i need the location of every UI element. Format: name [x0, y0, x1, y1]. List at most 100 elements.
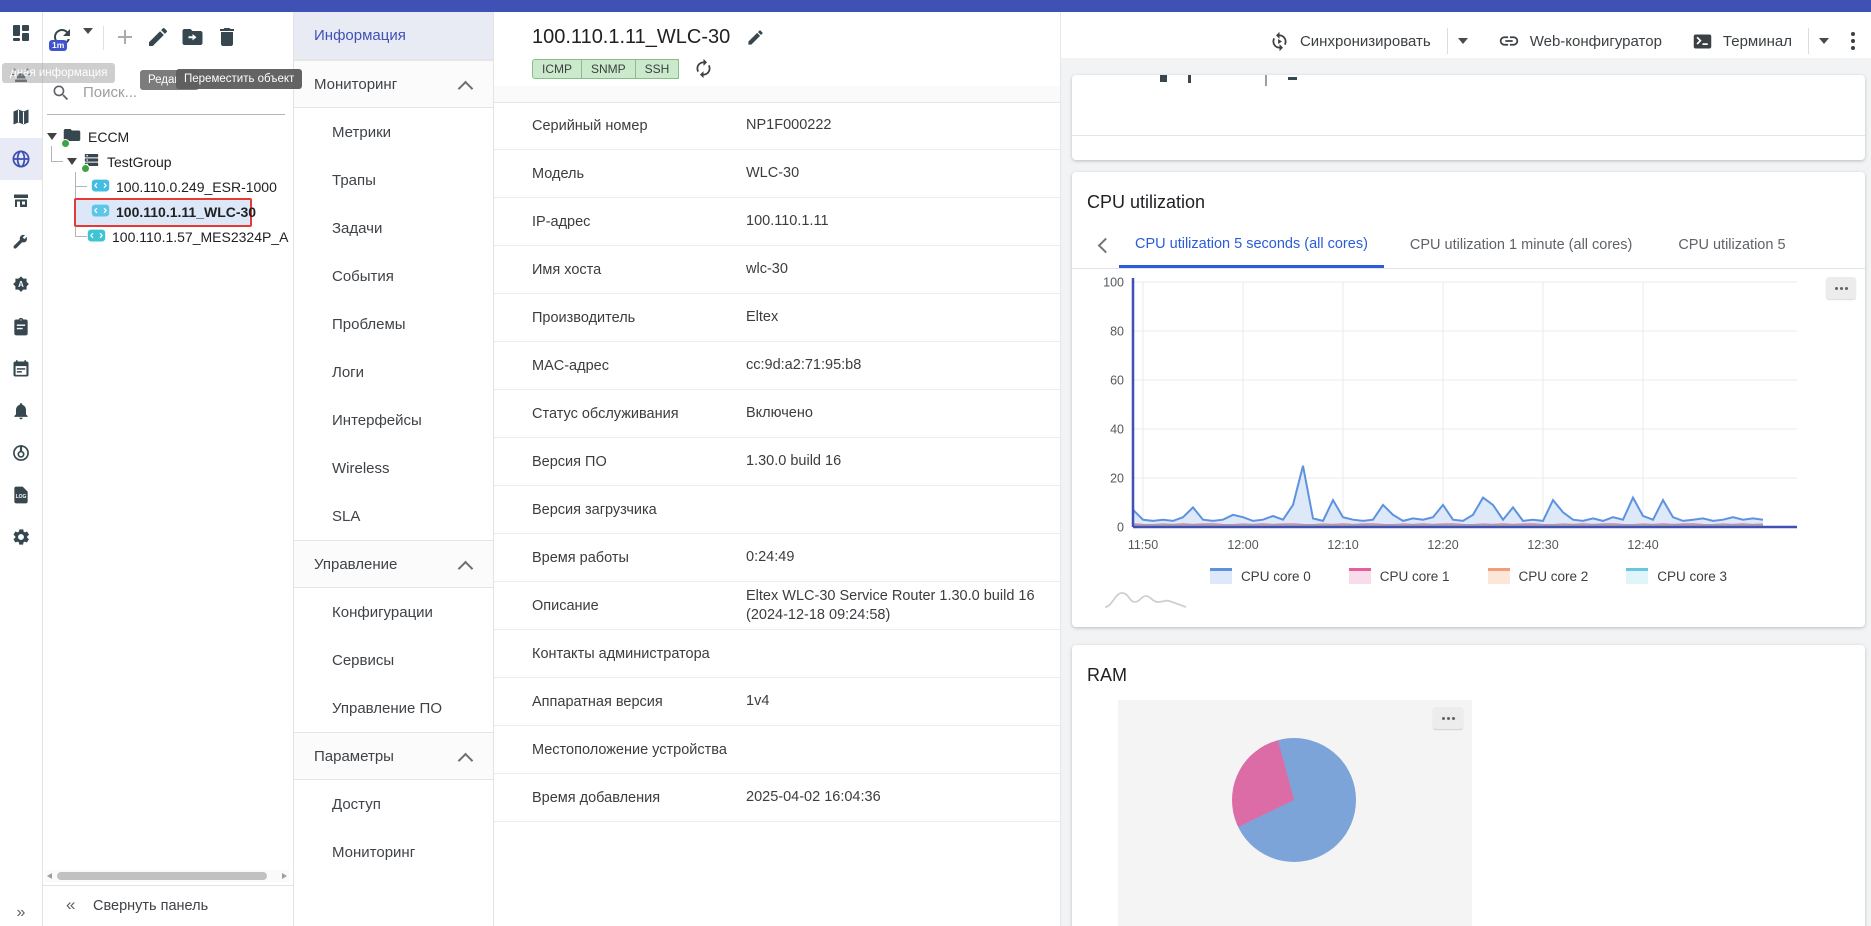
nav-item-информация[interactable]: Информация — [294, 12, 493, 60]
dashboard-icon — [11, 23, 31, 43]
sidebar-item-auto-mode[interactable]: A — [0, 264, 42, 306]
nav-item-параметры[interactable]: Параметры — [294, 732, 493, 780]
tree-node-wlc30-selected[interactable]: 100.110.1.11_WLC-30 — [43, 199, 293, 224]
sidebar-item-notifications[interactable] — [0, 390, 42, 432]
info-row-label: Время работы — [532, 549, 629, 566]
monitoring-scroll-area[interactable]: CPU utilization CPU utilization 5 second… — [1061, 58, 1871, 926]
scroll-right-arrow[interactable] — [282, 873, 287, 879]
move-object-button[interactable] — [180, 25, 205, 54]
svg-text:12:40: 12:40 — [1627, 538, 1658, 552]
collapse-panel-chevrons[interactable]: « — [66, 895, 76, 914]
tree-node-label: 100.110.1.57_MES2324P_A — [112, 228, 289, 245]
nav-item-мониторинг[interactable]: Мониторинг — [294, 60, 493, 108]
web-configurator-label: Web-конфигуратор — [1529, 32, 1662, 50]
legend-item-cpu-core-0[interactable]: CPU core 0 — [1209, 568, 1311, 584]
nav-item-задачи[interactable]: Задачи — [294, 204, 493, 252]
info-row: MAC-адрес cc:9d:a2:71:95:b8 — [494, 342, 1060, 390]
delete-object-button[interactable] — [215, 25, 239, 54]
nav-item-sla[interactable]: SLA — [294, 492, 493, 540]
sidebar-item-calendar[interactable] — [0, 348, 42, 390]
nav-item-интерфейсы[interactable]: Интерфейсы — [294, 396, 493, 444]
tab-cpu-1m[interactable]: CPU utilization 1 minute (all cores) — [1409, 237, 1633, 253]
expand-caret-icon[interactable] — [67, 158, 77, 165]
trash-icon — [220, 28, 234, 46]
nav-item-метрики[interactable]: Метрики — [294, 108, 493, 156]
nav-item-логи[interactable]: Логи — [294, 348, 493, 396]
sidebar-item-tasks[interactable] — [0, 306, 42, 348]
refresh-icon — [54, 29, 70, 45]
nav-item-мониторинг[interactable]: Мониторинг — [294, 828, 493, 876]
tree-node-mes2324p[interactable]: 100.110.1.57_MES2324P_A — [43, 224, 293, 249]
sidebar-item-network[interactable] — [0, 138, 42, 180]
scrollbar-thumb[interactable] — [57, 872, 267, 880]
sidebar-item-monitoring-probe[interactable] — [0, 432, 42, 474]
device-nav-panel: Информация Мониторинг Метрики Трапы Задачи Со… — [294, 12, 494, 926]
nav-item-события[interactable]: События — [294, 252, 493, 300]
legend-item-cpu-core-1[interactable]: CPU core 1 — [1348, 568, 1450, 584]
legend-label: CPU core 2 — [1518, 568, 1589, 584]
collapse-panel-button[interactable]: Свернуть панель — [93, 898, 209, 914]
nav-item-проблемы[interactable]: Проблемы — [294, 300, 493, 348]
legend-swatch — [1487, 568, 1510, 584]
expand-rail-button[interactable]: » — [16, 904, 26, 921]
svg-text:LOG: LOG — [16, 494, 27, 500]
tab-cpu-5s[interactable]: CPU utilization 5 seconds (all cores) — [1119, 223, 1384, 268]
sidebar-item-inventory[interactable] — [0, 180, 42, 222]
nav-item-управление[interactable]: Управление — [294, 540, 493, 588]
card-divider — [1072, 135, 1865, 136]
info-row: Модель WLC-30 — [494, 150, 1060, 198]
nav-item-управление-по[interactable]: Управление ПО — [294, 684, 493, 732]
cpu-chart-menu-button[interactable] — [1826, 277, 1856, 299]
nav-item-label: Доступ — [332, 795, 381, 813]
nav-item-трапы[interactable]: Трапы — [294, 156, 493, 204]
sidebar-item-tools[interactable] — [0, 222, 42, 264]
edit-title-button[interactable] — [746, 28, 765, 47]
add-object-button[interactable] — [113, 25, 137, 54]
tree-node-eccm[interactable]: ECCM — [43, 124, 293, 149]
svg-text:12:00: 12:00 — [1227, 538, 1258, 552]
nav-item-конфигурации[interactable]: Конфигурации — [294, 588, 493, 636]
terminal-label: Терминал — [1722, 32, 1792, 50]
expand-caret-icon[interactable] — [47, 133, 57, 140]
legend-swatch — [1209, 568, 1232, 584]
more-actions-button[interactable] — [1845, 30, 1861, 52]
scroll-left-arrow[interactable] — [47, 873, 52, 879]
nav-item-сервисы[interactable]: Сервисы — [294, 636, 493, 684]
tree-connector — [75, 186, 87, 187]
refresh-dropdown-caret[interactable] — [83, 28, 93, 52]
nav-item-доступ[interactable]: Доступ — [294, 780, 493, 828]
svg-text:12:10: 12:10 — [1327, 538, 1358, 552]
sidebar-item-map[interactable] — [0, 96, 42, 138]
nav-item-wireless[interactable]: Wireless — [294, 444, 493, 492]
ram-chart-menu-button[interactable] — [1433, 707, 1463, 729]
chevron-up-icon[interactable] — [457, 560, 474, 577]
sidebar-item-logs[interactable]: LOG — [0, 474, 42, 516]
chevron-up-icon[interactable] — [457, 752, 474, 769]
legend-item-cpu-core-3[interactable]: CPU core 3 — [1626, 568, 1727, 584]
info-row: Местоположение устройства — [494, 726, 1060, 774]
svg-text:100: 100 — [1103, 276, 1124, 290]
refresh-status-button[interactable] — [693, 58, 714, 79]
info-row: Имя хоста wlc-30 — [494, 246, 1060, 294]
tree-node-testgroup[interactable]: TestGroup — [43, 149, 293, 174]
sync-dropdown-caret[interactable] — [1457, 38, 1468, 44]
tree-node-esr1000[interactable]: 100.110.0.249_ESR-1000 — [43, 174, 293, 199]
legend-item-cpu-core-2[interactable]: CPU core 2 — [1487, 568, 1589, 584]
terminal-dropdown-caret[interactable] — [1819, 38, 1829, 44]
web-configurator-button[interactable]: Web-конфигуратор — [1492, 26, 1668, 56]
svg-text:0: 0 — [1117, 521, 1124, 535]
terminal-button[interactable]: Терминал — [1686, 27, 1798, 56]
edit-object-button[interactable] — [146, 25, 170, 54]
sidebar-item-settings[interactable] — [0, 516, 42, 558]
cut-divider-fragment — [1265, 75, 1267, 86]
tabs-scroll-left-icon[interactable] — [1097, 237, 1114, 253]
sync-button[interactable]: Синхронизировать — [1263, 27, 1437, 56]
tree-refresh-button[interactable]: 1m — [49, 25, 74, 54]
device-info-table: Серийный номер NP1F000222 Модель WLC-30 IP-а… — [494, 102, 1060, 822]
legend-swatch — [1348, 568, 1371, 584]
chevron-up-icon[interactable] — [457, 80, 474, 97]
autorenew-icon — [696, 58, 711, 79]
tab-cpu-5m[interactable]: CPU utilization 5 — [1678, 237, 1786, 253]
sidebar-item-dashboard[interactable] — [0, 12, 42, 54]
terminal-icon — [1693, 34, 1712, 48]
